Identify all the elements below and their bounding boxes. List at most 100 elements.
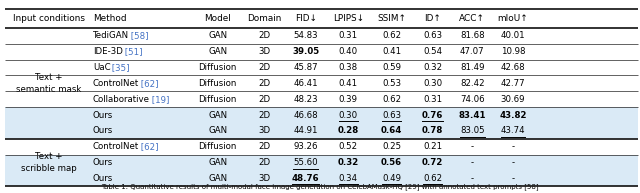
Text: 0.32: 0.32 [337, 158, 359, 167]
Text: 0.56: 0.56 [381, 158, 403, 167]
Text: 10.98: 10.98 [500, 47, 525, 56]
Text: Diffusion: Diffusion [198, 63, 237, 72]
Text: 2D: 2D [258, 111, 270, 119]
Text: 0.38: 0.38 [339, 63, 358, 72]
Text: 0.59: 0.59 [382, 63, 401, 72]
Text: [35]: [35] [111, 63, 130, 72]
Text: 3D: 3D [258, 174, 270, 183]
Text: -: - [511, 174, 515, 183]
Text: 83.05: 83.05 [460, 126, 484, 135]
Text: 0.78: 0.78 [422, 126, 444, 135]
Text: 0.21: 0.21 [423, 142, 442, 151]
Text: Input conditions: Input conditions [13, 14, 85, 23]
Text: 47.07: 47.07 [460, 47, 484, 56]
Text: [62]: [62] [139, 79, 159, 88]
Text: UaC: UaC [93, 63, 111, 72]
Text: 46.68: 46.68 [293, 111, 318, 119]
Bar [5, 107, 638, 123]
Text: 42.68: 42.68 [500, 63, 525, 72]
Text: GAN: GAN [208, 174, 227, 183]
Text: Ours: Ours [93, 126, 113, 135]
Text: 43.82: 43.82 [499, 111, 527, 119]
Text: 42.77: 42.77 [500, 79, 525, 88]
Text: 0.76: 0.76 [422, 111, 444, 119]
Text: Collaborative: Collaborative [93, 95, 150, 104]
Text: 0.34: 0.34 [339, 174, 358, 183]
Text: 93.26: 93.26 [293, 142, 318, 151]
Text: mIoU↑: mIoU↑ [498, 14, 528, 23]
Text: 30.69: 30.69 [500, 95, 525, 104]
Text: 74.06: 74.06 [460, 95, 484, 104]
Text: [62]: [62] [139, 142, 159, 151]
Text: ID↑: ID↑ [424, 14, 441, 23]
Text: 0.63: 0.63 [423, 31, 442, 40]
Text: 0.62: 0.62 [382, 31, 401, 40]
Text: Model: Model [204, 14, 231, 23]
Text: 0.39: 0.39 [339, 95, 358, 104]
Text: Text +
semantic mask: Text + semantic mask [16, 73, 82, 94]
Text: 44.91: 44.91 [293, 126, 318, 135]
Text: ACC↑: ACC↑ [460, 14, 485, 23]
Text: FID↓: FID↓ [294, 14, 317, 23]
Text: 2D: 2D [258, 142, 270, 151]
Text: GAN: GAN [208, 31, 227, 40]
Text: 43.74: 43.74 [500, 126, 525, 135]
Text: Diffusion: Diffusion [198, 142, 237, 151]
Text: 0.30: 0.30 [339, 111, 358, 119]
Text: 81.68: 81.68 [460, 31, 484, 40]
Text: 0.72: 0.72 [422, 158, 444, 167]
Text: 40.01: 40.01 [500, 31, 525, 40]
Text: Table 1. Quantitative results of multi-modal face image generation on CelebAMask: Table 1. Quantitative results of multi-m… [101, 183, 539, 190]
Text: 0.64: 0.64 [381, 126, 403, 135]
Text: Diffusion: Diffusion [198, 79, 237, 88]
Text: Diffusion: Diffusion [198, 95, 237, 104]
Text: [51]: [51] [123, 47, 142, 56]
Text: GAN: GAN [208, 126, 227, 135]
Text: 0.40: 0.40 [339, 47, 358, 56]
Text: Method: Method [93, 14, 126, 23]
Text: GAN: GAN [208, 158, 227, 167]
Text: GAN: GAN [208, 111, 227, 119]
Text: SSIM↑: SSIM↑ [377, 14, 406, 23]
Text: -: - [471, 158, 474, 167]
Text: Ours: Ours [93, 111, 113, 119]
Text: 2D: 2D [258, 63, 270, 72]
Text: 82.42: 82.42 [460, 79, 484, 88]
Text: Ours: Ours [93, 158, 113, 167]
Text: 0.49: 0.49 [382, 174, 401, 183]
Text: 0.28: 0.28 [337, 126, 359, 135]
Text: -: - [471, 142, 474, 151]
Bar [5, 123, 638, 139]
Text: TediGAN: TediGAN [93, 31, 129, 40]
Text: 83.41: 83.41 [459, 111, 486, 119]
Text: ControlNet: ControlNet [93, 142, 139, 151]
Text: 0.41: 0.41 [339, 79, 358, 88]
Text: 54.83: 54.83 [293, 31, 318, 40]
Text: Domain: Domain [247, 14, 281, 23]
Text: 0.25: 0.25 [382, 142, 401, 151]
Text: 48.76: 48.76 [292, 174, 319, 183]
Text: 2D: 2D [258, 79, 270, 88]
Text: 45.87: 45.87 [293, 63, 318, 72]
Text: 0.62: 0.62 [382, 95, 401, 104]
Text: 2D: 2D [258, 158, 270, 167]
Text: 0.62: 0.62 [423, 174, 442, 183]
Text: 39.05: 39.05 [292, 47, 319, 56]
Text: 0.30: 0.30 [423, 79, 442, 88]
Text: 0.54: 0.54 [423, 47, 442, 56]
Text: 2D: 2D [258, 31, 270, 40]
Text: Ours: Ours [93, 174, 113, 183]
Text: [19]: [19] [150, 95, 169, 104]
Text: 0.32: 0.32 [423, 63, 442, 72]
Text: 0.41: 0.41 [382, 47, 401, 56]
Text: 3D: 3D [258, 126, 270, 135]
Text: 48.23: 48.23 [293, 95, 318, 104]
Text: 0.31: 0.31 [423, 95, 442, 104]
Text: -: - [511, 142, 515, 151]
Text: -: - [511, 158, 515, 167]
Text: IDE-3D: IDE-3D [93, 47, 123, 56]
Text: LPIPS↓: LPIPS↓ [333, 14, 364, 23]
Text: 81.49: 81.49 [460, 63, 484, 72]
Text: GAN: GAN [208, 47, 227, 56]
Text: 3D: 3D [258, 47, 270, 56]
